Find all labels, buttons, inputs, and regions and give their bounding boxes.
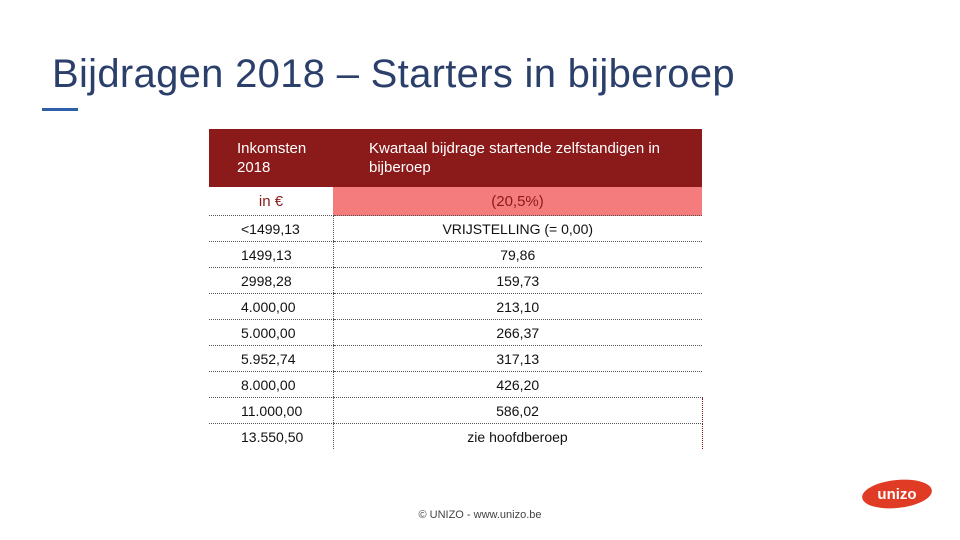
contribution-cell: 426,20 xyxy=(332,371,702,398)
logo-wordmark: unizo xyxy=(877,486,916,503)
table-row: 5.952,74 317,13 xyxy=(209,345,702,372)
unizo-logo: unizo xyxy=(862,479,932,509)
slide-title: Bijdragen 2018 – Starters in bijberoep xyxy=(52,52,735,96)
table-header-row: Inkomsten 2018 Kwartaal bijdrage starten… xyxy=(209,129,702,187)
unit-contribution: (20,5%) xyxy=(333,187,702,216)
income-cell: 2998,28 xyxy=(209,267,333,294)
footer-copyright: © UNIZO - www.unizo.be xyxy=(418,509,542,521)
contribution-cell: 159,73 xyxy=(332,267,702,294)
income-cell: 5.000,00 xyxy=(209,319,333,346)
table-row: 5.000,00 266,37 xyxy=(209,319,702,346)
table-row: 11.000,00 586,02 xyxy=(209,397,703,424)
income-cell: 1499,13 xyxy=(209,241,333,268)
contribution-cell: 79,86 xyxy=(332,241,702,268)
contribution-cell: 317,13 xyxy=(332,345,702,372)
contribution-cell: VRIJSTELLING (= 0,00) xyxy=(332,215,702,242)
contribution-cell: zie hoofdberoep xyxy=(332,423,703,449)
income-cell: <1499,13 xyxy=(209,215,333,242)
income-cell: 5.952,74 xyxy=(209,345,333,372)
income-cell: 11.000,00 xyxy=(209,397,333,424)
contribution-cell: 586,02 xyxy=(332,397,703,424)
contribution-table: Inkomsten 2018 Kwartaal bijdrage starten… xyxy=(209,129,703,449)
logo-badge-shape xyxy=(862,479,932,509)
contribution-cell: 213,10 xyxy=(332,293,702,320)
table-row: 1499,13 79,86 xyxy=(209,241,702,268)
header-contribution: Kwartaal bijdrage startende zelfstandige… xyxy=(333,129,702,187)
header-income: Inkomsten 2018 xyxy=(209,129,333,187)
table-row: 8.000,00 426,20 xyxy=(209,371,702,398)
table-unit-row: in € (20,5%) xyxy=(209,187,702,216)
income-cell: 13.550,50 xyxy=(241,428,304,445)
table-row: 2998,28 159,73 xyxy=(209,267,702,294)
table-row: <1499,13 VRIJSTELLING (= 0,00) xyxy=(209,215,702,242)
table-row: 4.000,00 213,10 xyxy=(209,293,702,320)
income-cell: 8.000,00 xyxy=(209,371,333,398)
title-underline xyxy=(42,108,78,111)
unit-income: in € xyxy=(209,187,333,216)
contribution-cell: 266,37 xyxy=(332,319,702,346)
income-cell: 4.000,00 xyxy=(209,293,333,320)
table-row: 13.550,50 zie hoofdberoep xyxy=(209,423,703,449)
